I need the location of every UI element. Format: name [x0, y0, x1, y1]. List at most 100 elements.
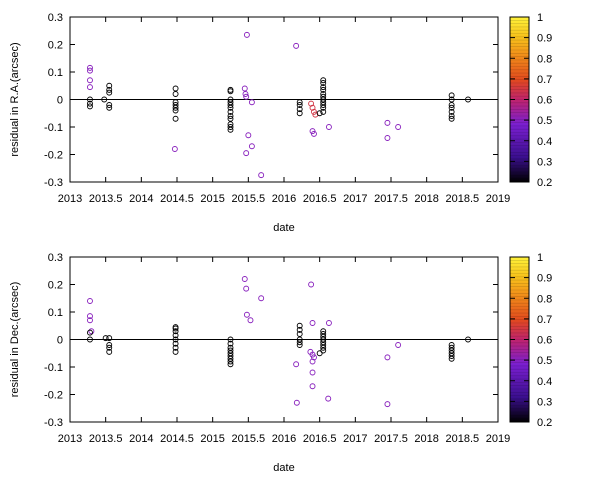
data-point	[227, 126, 234, 133]
data-point	[243, 311, 250, 318]
data-point	[448, 347, 455, 354]
data-point	[106, 104, 113, 111]
data-point	[320, 96, 327, 103]
data-point	[448, 350, 455, 357]
data-point	[309, 128, 316, 135]
data-point	[227, 113, 234, 119]
data-point	[311, 354, 317, 361]
data-point	[448, 104, 455, 111]
data-point	[227, 104, 234, 111]
data-point	[293, 399, 300, 406]
colorbar-tick-label: 1	[537, 12, 543, 24]
data-point	[172, 328, 179, 335]
data-point	[87, 100, 93, 107]
ra-residual-plot: 0.3 0.2 0.1 0 -0.1 -0.2 -0.3 2013 2013.5 2014 201…	[9, 12, 552, 234]
data-point	[106, 89, 113, 96]
data-point	[172, 91, 179, 97]
x-tick-label: 2015	[200, 433, 224, 445]
y-axis-label: residual in Dec.(arcsec)	[9, 282, 21, 398]
data-point	[87, 67, 93, 74]
data-point	[227, 340, 234, 347]
data-point	[320, 331, 327, 337]
data-point	[87, 317, 93, 324]
data-point	[448, 115, 455, 122]
x-tick-label: 2013.5	[89, 193, 123, 205]
data-point	[465, 336, 471, 343]
colorbar: 1 0.9 0.8 0.7 0.6 0.5 0.4 0.3 0.2	[509, 252, 552, 429]
data-point	[311, 108, 317, 115]
data-point	[172, 340, 179, 347]
colorbar-tick-label: 0.4	[537, 136, 552, 148]
data-point	[227, 108, 234, 115]
colorbar-tick-label: 0.2	[537, 417, 552, 429]
data-point	[293, 361, 300, 368]
data-point	[320, 91, 327, 97]
data-point	[320, 84, 327, 91]
data-point	[87, 313, 93, 320]
x-tick-label: 2017	[343, 193, 367, 205]
data-point	[320, 77, 327, 84]
data-point	[320, 328, 327, 335]
data-point	[241, 85, 248, 92]
data-point	[448, 102, 455, 108]
x-tick-label: 2019	[486, 193, 510, 205]
data-point	[309, 320, 316, 326]
y-tick-label: 0.3	[48, 12, 63, 24]
data-point	[296, 339, 303, 346]
data-point	[172, 336, 179, 343]
data-point	[172, 115, 179, 122]
data-point	[106, 344, 113, 351]
data-point	[241, 276, 248, 282]
data-point	[106, 342, 113, 348]
data-point	[87, 96, 93, 103]
data-point	[106, 348, 113, 355]
data-point	[248, 143, 255, 150]
data-point	[384, 401, 391, 408]
colorbar-tick-label: 0.7	[537, 314, 552, 326]
data-point	[384, 119, 391, 126]
data-point	[88, 328, 95, 335]
x-tick-label: 2014	[129, 193, 153, 205]
y-tick-label: 0.2	[48, 40, 63, 52]
data-point	[320, 336, 327, 343]
data-point	[243, 93, 250, 100]
data-point	[171, 146, 178, 152]
data-point	[316, 350, 323, 357]
data-point	[87, 329, 93, 336]
y-tick-label: -0.1	[44, 122, 63, 134]
colorbar-tick-label: 0.5	[537, 355, 552, 367]
y-tick-label: 0.2	[48, 280, 63, 292]
data-point	[296, 342, 303, 348]
data-point	[245, 132, 252, 139]
data-point	[320, 333, 327, 340]
data-point	[448, 108, 455, 115]
data-point	[258, 295, 265, 302]
data-point	[172, 107, 179, 114]
data-point	[227, 350, 234, 357]
y-tick-label: -0.3	[44, 417, 63, 429]
y-tick-label: 0.1	[48, 307, 63, 319]
data-point	[243, 31, 250, 38]
x-tick-label: 2014	[129, 433, 153, 445]
data-point	[227, 344, 234, 351]
colorbar-tick-label: 0.3	[537, 156, 552, 168]
data-point	[448, 113, 455, 119]
data-point	[172, 348, 179, 355]
data-point	[172, 104, 179, 111]
data-point	[320, 342, 327, 348]
data-point	[106, 86, 113, 93]
colorbar-tick-label: 0.7	[537, 74, 552, 86]
data-point	[384, 135, 391, 141]
data-point	[227, 336, 234, 343]
data-point	[320, 99, 327, 106]
data-point	[87, 77, 93, 84]
data-point	[320, 102, 327, 108]
x-tick-label: 2018	[414, 193, 438, 205]
y-tick-label: -0.2	[44, 390, 63, 402]
colorbar-tick-label: 0.8	[537, 53, 552, 65]
data-point	[172, 99, 179, 106]
data-point	[243, 150, 250, 157]
colorbar-tick-label: 0.5	[537, 115, 552, 127]
y-tick-label: -0.3	[44, 177, 63, 189]
x-tick-label: 2014.5	[160, 433, 194, 445]
